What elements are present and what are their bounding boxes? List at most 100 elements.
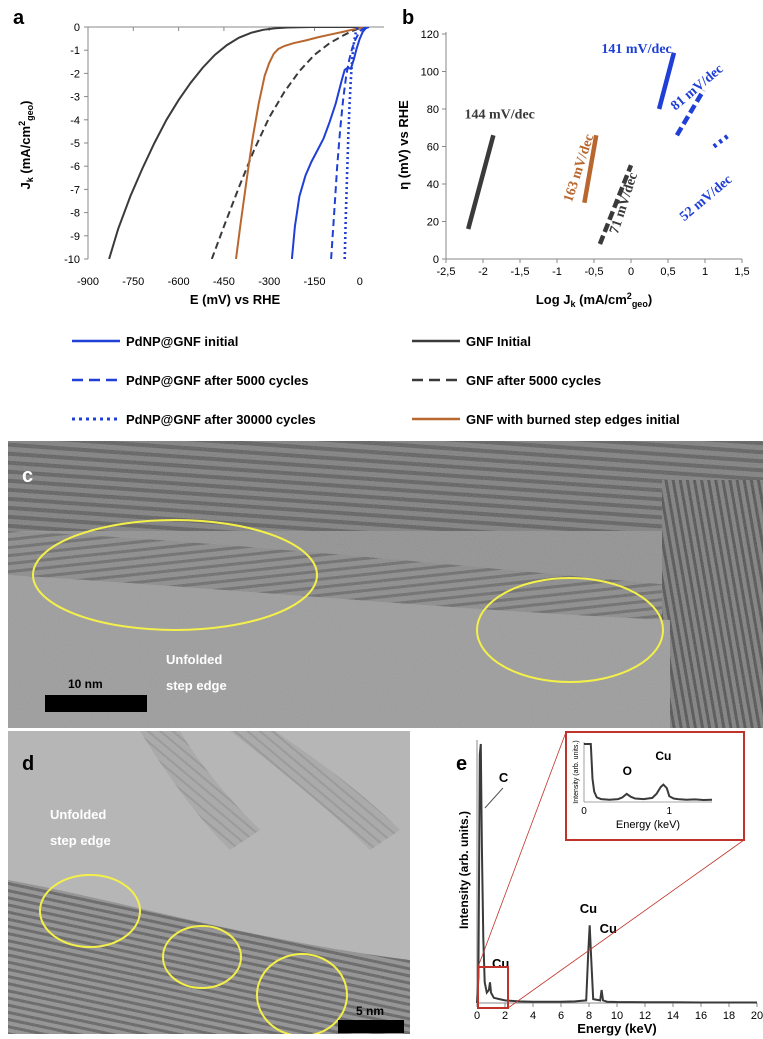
legend-label: PdNP@GNF after 5000 cycles [126,373,308,388]
inset-ylabel: Intensity (arb. units.) [573,740,580,803]
panel-b-ticks: -2,5 -2 -1,5 -1 -0,5 0 0,5 1 1,5 0 20 40 60 80 100 120 [421,29,750,278]
legend-label: GNF after 5000 cycles [466,373,601,388]
step-edge-highlight [476,577,664,683]
panel-letter-e: e [456,753,467,775]
x-tick-label: -900 [77,276,99,288]
image-caption: Unfolded [166,652,222,667]
series-line [290,27,370,259]
peak-label: Cu [492,956,509,971]
panel-c-tem-image: 10 nm Unfolded step edge c [8,441,763,728]
fit-line [674,89,706,137]
image-noise [8,441,763,728]
image-caption: step edge [50,833,111,848]
x-tick-label: -1,5 [511,266,530,278]
inset-x-tick-label: 1 [667,806,673,817]
inset-series [584,743,713,802]
panel-e-series [476,743,757,1004]
x-tick-label: -600 [168,276,190,288]
image-caption: step edge [166,678,227,693]
y-tick-label: -4 [70,115,80,127]
x-tick-label: 1,5 [734,266,749,278]
x-tick-label: 4 [530,1010,536,1022]
x-tick-label: 12 [639,1010,651,1022]
inset-ticks: 0 1 O Cu [581,749,672,817]
image-noise [8,731,410,1034]
y-tick-label: 20 [427,217,439,229]
x-tick-label: 0 [628,266,634,278]
panel-e-xlabel: Energy (keV) [577,1021,656,1036]
panel-e-ticks: 0 2 4 6 8 10 12 14 16 18 20 [474,1003,763,1022]
x-tick-label: 18 [723,1010,735,1022]
peak-arrow [484,787,504,809]
legend-label: PdNP@GNF initial [126,334,238,349]
y-tick-label: -10 [64,254,80,266]
slope-annotation: 71 mV/dec [607,171,641,236]
inset-spectrum-line [584,743,713,802]
x-tick-label: -300 [258,276,280,288]
peak-label: Cu [580,901,597,916]
panel-a-xlabel: E (mV) vs RHE [190,292,281,307]
x-tick-label: 2 [502,1010,508,1022]
fit-line [597,164,634,245]
y-tick-label: 100 [421,67,439,79]
series-line [343,27,360,259]
y-tick-label: -2 [70,68,80,80]
scale-bar-label: 5 nm [356,1004,384,1018]
scale-bar-label: 10 nm [68,677,103,691]
panel-letter-a: a [13,7,25,29]
x-tick-label: 0 [474,1010,480,1022]
fit-line [582,134,599,204]
slope-annotation: 141 mV/dec [601,42,671,57]
panel-a-chart: a -900 -750 -600 -450 -300 -150 0 0 -1 -2 -3 -4 -5 -6… [13,7,384,307]
slope-annotation: 144 mV/dec [465,107,535,122]
x-tick-label: 8 [586,1010,592,1022]
legend-label: GNF Initial [466,334,531,349]
fit-line [712,133,731,149]
y-tick-label: 120 [421,29,439,41]
slope-annotation: 81 mV/dec [668,62,726,114]
panel-d-tem-image: 5 nm Unfolded step edge d [8,731,410,1034]
inset-frame [565,731,745,841]
x-tick-label: -2,5 [437,266,456,278]
slope-annotation: 52 mV/dec [677,172,735,224]
panel-a-ylabel: Jk (mA/cm2geo) [17,101,35,190]
x-tick-label: -0,5 [585,266,604,278]
spectrum-line [476,743,757,1004]
scale-bar [45,695,147,712]
x-tick-label: 20 [751,1010,763,1022]
panel-e-inset: 0 1 O Cu Energy (keV) Intensity (arb. units… [565,731,745,841]
y-tick-label: 80 [427,104,439,116]
peak-label: C [499,770,509,785]
y-tick-label: -1 [70,45,80,57]
image-caption: Unfolded [50,807,106,822]
panel-letter-d: d [22,753,34,775]
series-line [330,27,368,259]
inset-peak-label: Cu [655,749,671,763]
step-edge-highlight [162,925,242,989]
panel-b-chart: b -2,5 -2 -1,5 -1 -0,5 0 0,5 1 1,5 0 20 40 60 80 100 12… [396,7,750,309]
x-tick-label: 6 [558,1010,564,1022]
fit-line [656,52,677,110]
x-tick-label: -750 [122,276,144,288]
series-line [235,27,370,259]
peak-label: Cu [600,921,617,936]
x-tick-label: 10 [611,1010,623,1022]
y-tick-label: 0 [433,254,439,266]
y-tick-label: -5 [70,138,80,150]
panel-letter-c: c [22,465,33,487]
legend-label: GNF with burned step edges initial [466,412,680,427]
series-line [210,27,370,259]
step-edge-highlight [39,874,141,948]
fit-line [466,134,496,230]
panel-a-ticks: -900 -750 -600 -450 -300 -150 0 0 -1 -2 -3 -4 -5 -6 -7… [64,22,363,288]
y-tick-label: 0 [74,22,80,34]
panel-a-series [108,27,370,259]
inset-xlabel: Energy (keV) [616,819,680,831]
panel-e-ylabel: Intensity (arb. units.) [457,811,471,929]
inset-peak-label: O [623,764,632,778]
step-edge-highlight [256,953,348,1034]
y-tick-label: -6 [70,161,80,173]
x-tick-label: -2 [478,266,488,278]
